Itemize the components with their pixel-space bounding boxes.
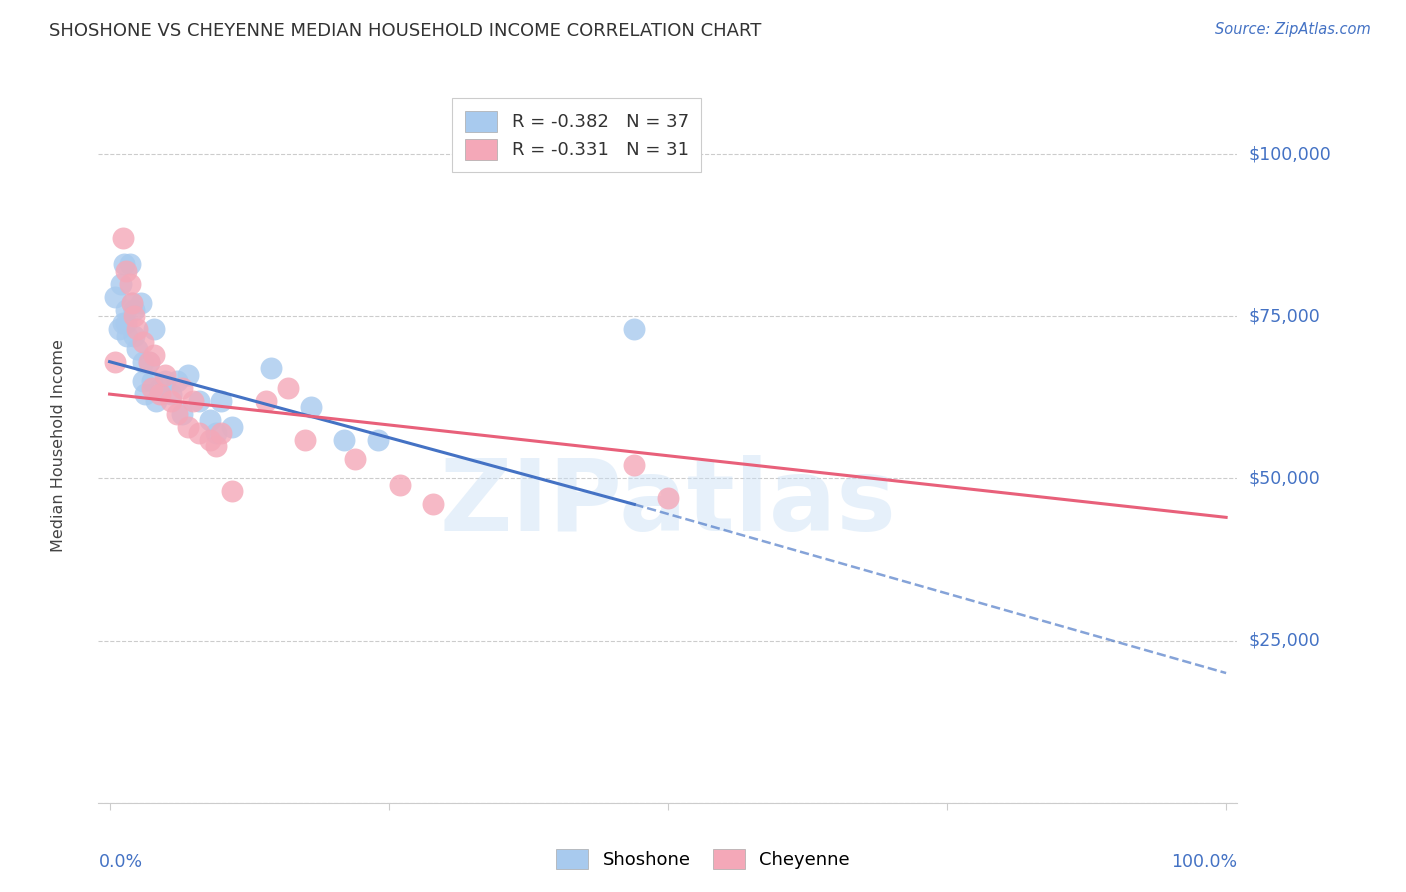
Point [177, 368, 200, 382]
Point [143, 348, 166, 362]
Text: Median Household Income: Median Household Income [51, 340, 66, 552]
Point [127, 342, 149, 356]
Point [127, 322, 149, 336]
Point [104, 354, 127, 368]
Point [294, 433, 316, 447]
Text: SHOSHONE VS CHEYENNE MEDIAN HOUSEHOLD INCOME CORRELATION CHART: SHOSHONE VS CHEYENNE MEDIAN HOUSEHOLD IN… [49, 22, 762, 40]
Point [122, 302, 145, 317]
Point [107, 322, 129, 336]
Point [112, 257, 135, 271]
Point [138, 354, 160, 368]
Point [367, 433, 389, 447]
Legend: Shoshone, Cheyenne: Shoshone, Cheyenne [547, 839, 859, 879]
Point [138, 354, 160, 368]
Point [118, 277, 141, 291]
Point [132, 335, 155, 350]
Point [111, 231, 134, 245]
Text: Source: ZipAtlas.com: Source: ZipAtlas.com [1215, 22, 1371, 37]
Point [623, 322, 645, 336]
Point [141, 374, 163, 388]
Point [209, 393, 232, 408]
Point [344, 452, 367, 467]
Text: 0.0%: 0.0% [98, 853, 142, 871]
Point [209, 425, 232, 440]
Point [104, 290, 127, 304]
Text: $100,000: $100,000 [1249, 145, 1331, 163]
Point [172, 381, 194, 395]
Text: 100.0%: 100.0% [1171, 853, 1237, 871]
Point [277, 381, 299, 395]
Point [187, 393, 209, 408]
Text: ZIPatlas: ZIPatlas [440, 455, 896, 551]
Point [260, 361, 283, 376]
Point [111, 316, 134, 330]
Text: $50,000: $50,000 [1249, 469, 1320, 487]
Text: $25,000: $25,000 [1249, 632, 1320, 649]
Point [122, 328, 145, 343]
Point [141, 381, 163, 395]
Point [149, 381, 172, 395]
Point [121, 296, 143, 310]
Point [118, 257, 141, 271]
Point [166, 407, 188, 421]
Point [115, 316, 138, 330]
Text: $75,000: $75,000 [1249, 307, 1320, 326]
Point [115, 302, 138, 317]
Point [129, 296, 152, 310]
Point [177, 419, 200, 434]
Point [187, 425, 209, 440]
Point [221, 419, 243, 434]
Point [198, 433, 221, 447]
Point [388, 478, 411, 492]
Point [204, 425, 226, 440]
Point [657, 491, 679, 505]
Point [198, 413, 221, 427]
Point [117, 328, 139, 343]
Point [155, 374, 177, 388]
Point [221, 484, 243, 499]
Point [132, 354, 155, 368]
Legend: R = -0.382   N = 37, R = -0.331   N = 31: R = -0.382 N = 37, R = -0.331 N = 31 [453, 98, 702, 172]
Point [183, 393, 205, 408]
Point [143, 322, 166, 336]
Point [623, 458, 645, 473]
Point [155, 368, 177, 382]
Point [121, 296, 143, 310]
Point [422, 497, 444, 511]
Point [132, 374, 155, 388]
Point [145, 393, 167, 408]
Point [160, 387, 183, 401]
Point [299, 400, 322, 414]
Point [172, 407, 194, 421]
Point [254, 393, 277, 408]
Point [160, 393, 183, 408]
Point [110, 277, 132, 291]
Point [134, 387, 156, 401]
Point [333, 433, 356, 447]
Point [122, 310, 145, 324]
Point [115, 264, 138, 278]
Point [204, 439, 226, 453]
Point [149, 387, 172, 401]
Point [166, 374, 188, 388]
